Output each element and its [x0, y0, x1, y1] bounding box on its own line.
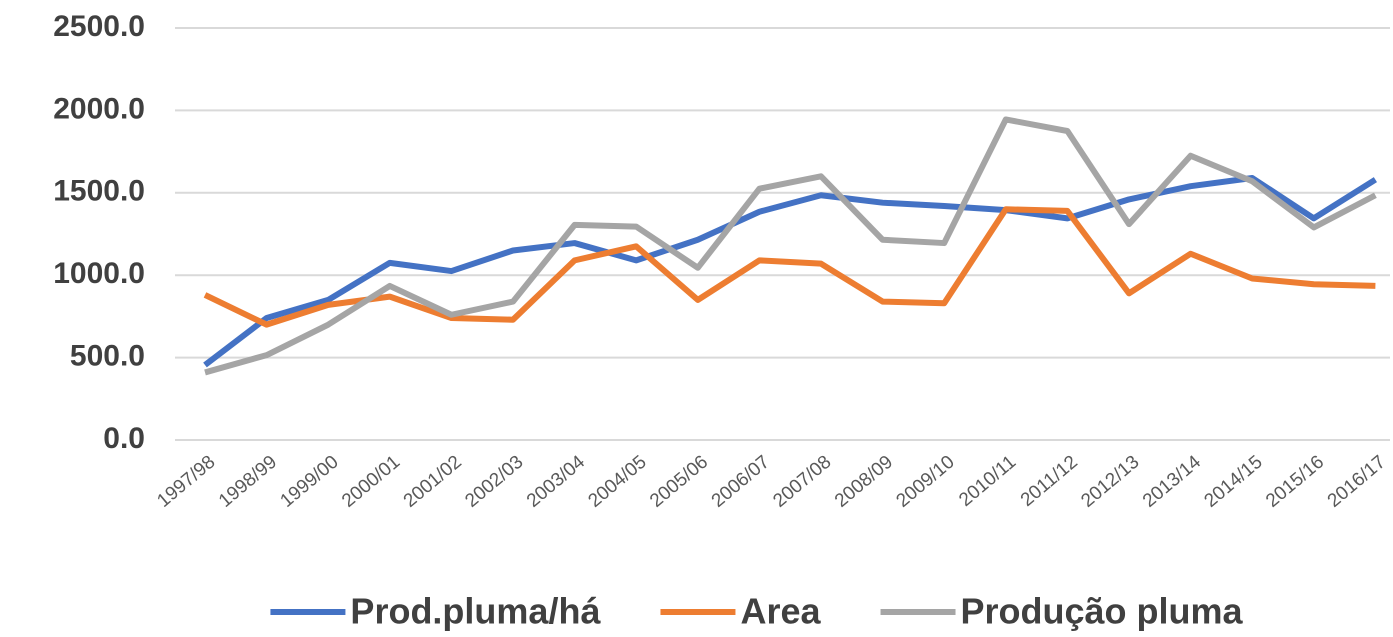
x-tick-label: 2007/08	[769, 452, 835, 512]
x-tick-label: 2013/14	[1139, 451, 1205, 512]
x-tick-label: 2005/06	[646, 452, 712, 512]
legend-label: Prod.pluma/há	[350, 591, 601, 632]
y-tick-label: 500.0	[70, 340, 145, 373]
x-tick-label: 2014/15	[1201, 452, 1267, 512]
x-tick-label: 2004/05	[585, 452, 651, 512]
x-tick-label: 2012/13	[1077, 452, 1143, 512]
x-tick-label: 2011/12	[1017, 452, 1082, 511]
x-tick-label: 2015/16	[1262, 452, 1328, 512]
x-tick-label: 2002/03	[461, 452, 527, 512]
legend: Prod.pluma/há Area Produção pluma	[270, 591, 1244, 632]
x-tick-label: 1998/99	[215, 452, 281, 512]
x-tick-label: 2016/17	[1324, 452, 1390, 512]
y-tick-label: 1500.0	[53, 175, 145, 208]
x-tick-label: 2000/01	[338, 452, 404, 512]
y-tick-label: 2500.0	[53, 10, 145, 43]
x-tick-label: 2001/02	[400, 452, 466, 512]
series-line	[203, 206, 1376, 328]
series-line	[204, 116, 1377, 376]
y-tick-label: 0.0	[103, 422, 145, 455]
x-tick-label: 2003/04	[523, 451, 589, 512]
legend-label: Area	[740, 591, 821, 632]
x-tick-label: 2006/07	[708, 452, 774, 512]
y-tick-label: 1000.0	[53, 257, 145, 290]
legend-label: Produção pluma	[961, 591, 1244, 632]
x-tick-label: 2008/09	[831, 452, 897, 512]
series-line	[203, 174, 1377, 368]
x-tick-label: 2009/10	[893, 452, 959, 512]
y-tick-label: 2000.0	[53, 92, 145, 125]
x-tick-label: 2010/11	[955, 452, 1020, 511]
x-tick-label: 1997/98	[153, 452, 219, 512]
x-tick-label: 1999/00	[277, 452, 343, 512]
